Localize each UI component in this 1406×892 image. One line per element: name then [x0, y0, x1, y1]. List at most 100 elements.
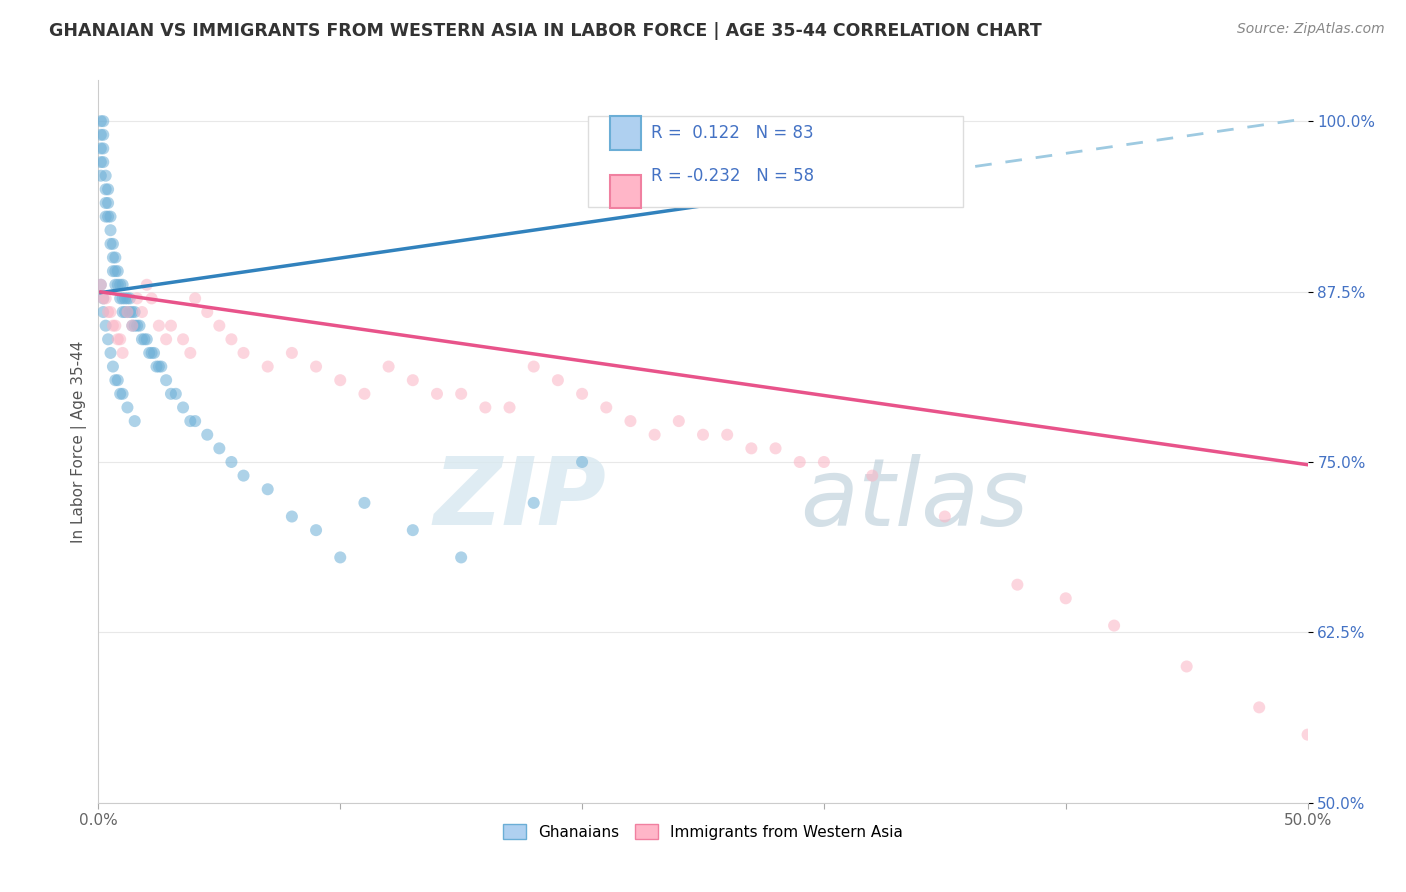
Point: [1007, 577, 1029, 591]
Text: ZIP: ZIP: [433, 453, 606, 545]
Point: [111, 387, 134, 401]
Point: [91, 292, 114, 306]
Point: [135, 277, 157, 292]
Point: [145, 359, 167, 374]
Point: [108, 277, 131, 292]
Point: [160, 387, 183, 401]
Point: [135, 332, 157, 346]
Point: [117, 305, 139, 319]
Point: [124, 305, 146, 319]
Point: [94, 169, 117, 183]
Point: [127, 318, 149, 333]
Point: [305, 523, 328, 537]
Point: [141, 292, 163, 306]
Point: [121, 305, 143, 319]
Point: [184, 414, 207, 428]
Point: [117, 305, 139, 319]
Point: [100, 210, 122, 224]
Point: [329, 550, 352, 565]
Point: [94, 196, 117, 211]
Point: [148, 359, 170, 374]
Point: [160, 318, 183, 333]
Point: [208, 442, 231, 456]
Point: [281, 509, 304, 524]
Point: [232, 346, 254, 360]
Point: [765, 442, 787, 456]
Point: [100, 305, 122, 319]
Text: atlas: atlas: [800, 454, 1028, 545]
Point: [172, 401, 194, 415]
Point: [97, 182, 120, 196]
Point: [97, 305, 120, 319]
Point: [94, 292, 117, 306]
Point: [256, 359, 278, 374]
Point: [619, 414, 641, 428]
Point: [121, 318, 143, 333]
Point: [305, 359, 328, 374]
Point: [90, 169, 112, 183]
Point: [104, 373, 127, 387]
Point: [100, 236, 122, 251]
Point: [402, 373, 425, 387]
Point: [571, 455, 593, 469]
Point: [97, 210, 120, 224]
Point: [100, 346, 122, 360]
Point: [668, 414, 690, 428]
Point: [124, 318, 146, 333]
Point: [141, 346, 163, 360]
Point: [90, 128, 112, 142]
Point: [377, 359, 399, 374]
Point: [91, 114, 114, 128]
Point: [90, 277, 112, 292]
Point: [523, 496, 546, 510]
Point: [221, 455, 243, 469]
Point: [184, 292, 207, 306]
Point: [104, 277, 127, 292]
Point: [740, 442, 762, 456]
Point: [353, 387, 375, 401]
Point: [101, 251, 124, 265]
Point: [148, 318, 170, 333]
Point: [1102, 618, 1125, 632]
Point: [128, 318, 150, 333]
Point: [595, 401, 617, 415]
Point: [91, 305, 114, 319]
Point: [108, 332, 131, 346]
Point: [101, 318, 124, 333]
Point: [134, 332, 156, 346]
Point: [426, 387, 449, 401]
Point: [716, 427, 738, 442]
Point: [121, 318, 143, 333]
Text: Source: ZipAtlas.com: Source: ZipAtlas.com: [1237, 22, 1385, 37]
Point: [91, 128, 114, 142]
Point: [143, 346, 166, 360]
Point: [101, 359, 124, 374]
Point: [90, 114, 112, 128]
Point: [100, 223, 122, 237]
FancyBboxPatch shape: [610, 175, 641, 208]
Point: [117, 292, 139, 306]
Point: [118, 292, 141, 306]
Point: [91, 141, 114, 155]
Point: [104, 318, 127, 333]
Point: [195, 427, 218, 442]
Point: [97, 332, 120, 346]
Point: [90, 277, 112, 292]
Point: [111, 346, 134, 360]
Point: [155, 332, 177, 346]
Point: [402, 523, 425, 537]
Point: [138, 346, 160, 360]
Point: [118, 305, 141, 319]
FancyBboxPatch shape: [588, 117, 963, 207]
Point: [547, 373, 569, 387]
Legend: Ghanaians, Immigrants from Western Asia: Ghanaians, Immigrants from Western Asia: [498, 818, 908, 846]
Point: [1296, 728, 1319, 742]
Point: [1054, 591, 1077, 606]
Point: [90, 141, 112, 155]
Point: [107, 373, 129, 387]
Point: [179, 414, 201, 428]
Point: [692, 427, 714, 442]
Point: [127, 292, 149, 306]
Point: [108, 292, 131, 306]
Text: GHANAIAN VS IMMIGRANTS FROM WESTERN ASIA IN LABOR FORCE | AGE 35-44 CORRELATION : GHANAIAN VS IMMIGRANTS FROM WESTERN ASIA…: [49, 22, 1042, 40]
